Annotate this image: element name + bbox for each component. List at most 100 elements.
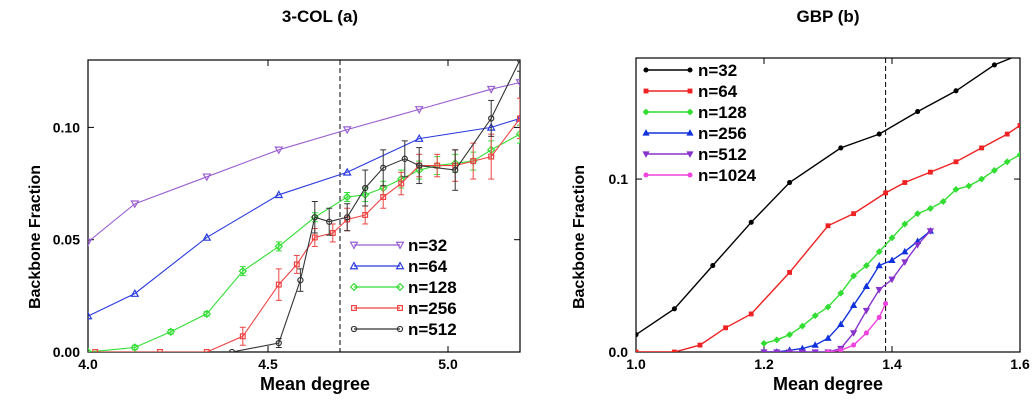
series-line-n=128 — [763, 154, 1020, 345]
data-point — [517, 115, 520, 122]
data-point — [311, 234, 318, 241]
legend: n=32 n=64 n=128 n=256 n=512 n=1024 — [642, 61, 757, 185]
legend-marker — [642, 151, 650, 158]
data-point — [401, 155, 408, 162]
data-point — [926, 228, 935, 235]
data-point — [965, 182, 973, 190]
legend-marker — [395, 261, 405, 270]
data-point — [1003, 158, 1011, 166]
data-point — [862, 282, 871, 289]
data-point — [697, 342, 703, 348]
data-point — [486, 85, 496, 94]
data-point — [824, 334, 832, 341]
legend-marker — [349, 261, 359, 270]
data-point — [311, 214, 318, 221]
data-point — [470, 158, 477, 165]
y-axis-label: Backbone Fraction — [27, 165, 44, 309]
data-point — [452, 166, 459, 174]
data-point — [979, 145, 985, 151]
x-axis-label: Mean degree — [773, 374, 883, 394]
legend-marker — [642, 129, 650, 136]
data-point — [913, 242, 922, 249]
data-point — [488, 115, 495, 122]
data-point — [88, 347, 93, 352]
data-point — [202, 232, 212, 241]
data-point — [515, 129, 520, 139]
legend-marker — [686, 108, 694, 116]
data-point — [1004, 131, 1010, 137]
legend-label: n=128 — [408, 278, 457, 297]
data-point — [863, 330, 869, 336]
data-point — [978, 175, 986, 183]
data-point — [824, 303, 832, 311]
data-point — [875, 287, 883, 294]
data-point — [837, 320, 845, 328]
legend-label: n=512 — [408, 320, 457, 339]
data-point — [92, 349, 99, 352]
data-point — [851, 211, 857, 217]
data-point — [901, 220, 909, 228]
data-point — [293, 261, 300, 268]
data-point — [838, 347, 844, 352]
data-point — [849, 301, 858, 308]
y-tick-label: 0.05 — [53, 232, 80, 248]
data-point — [875, 248, 883, 256]
data-point — [883, 301, 889, 307]
data-point — [915, 109, 921, 115]
data-point — [342, 192, 352, 202]
legend-marker — [643, 88, 649, 94]
plot-area: 4.0 4.5 5.00.000.050.10n=32n=64n=128n=256n… — [53, 59, 521, 372]
data-point — [671, 306, 677, 312]
data-point — [888, 234, 896, 242]
series-line-n=64 — [636, 124, 1020, 352]
data-point — [760, 339, 768, 347]
legend: n=32 n=64 n=128 n=256 n=512 — [349, 236, 457, 339]
data-point — [380, 164, 387, 171]
data-point — [876, 131, 882, 137]
legend-marker — [643, 172, 649, 178]
x-tick-label: 1.4 — [882, 356, 902, 372]
data-point — [888, 276, 896, 284]
data-point — [297, 276, 304, 284]
data-point — [811, 349, 819, 352]
data-point — [862, 262, 870, 269]
chart-title: GBP (b) — [797, 7, 860, 26]
legend-marker — [350, 325, 358, 333]
data-point — [130, 288, 140, 297]
data-point — [202, 309, 212, 319]
x-tick-label: 4.0 — [78, 356, 98, 372]
legend-label: n=128 — [698, 103, 747, 122]
data-point — [362, 184, 369, 192]
data-point — [901, 259, 909, 266]
series-line-n=512 — [764, 230, 931, 352]
legend-marker — [687, 67, 693, 73]
y-tick-label: 0.10 — [53, 119, 80, 135]
data-point — [883, 190, 889, 196]
data-point — [228, 348, 236, 352]
data-point — [166, 327, 176, 337]
data-point — [636, 332, 639, 338]
data-point — [990, 166, 998, 174]
data-point — [671, 349, 677, 352]
data-point — [953, 159, 959, 165]
legend-marker — [395, 241, 405, 250]
data-point — [787, 270, 793, 275]
data-point — [203, 349, 210, 352]
data-point — [786, 331, 794, 339]
data-point — [927, 169, 933, 175]
data-point — [837, 289, 845, 297]
data-point — [914, 210, 922, 218]
data-point — [862, 307, 871, 315]
data-point — [773, 336, 781, 344]
legend-marker — [686, 151, 694, 158]
x-tick-label: 1.0 — [626, 356, 646, 372]
data-point — [723, 325, 729, 331]
panel-a: 3-COL (a) Backbone Fraction Mean degree — [27, 7, 370, 394]
data-point — [515, 79, 520, 88]
data-point — [888, 256, 896, 264]
legend-marker — [349, 282, 359, 292]
plot-area: 1.0 1.2 1.4 1.6 0.0 0.1 n=32 n=64 n=128 n=256 n=51… — [609, 57, 1030, 372]
legend-marker — [395, 282, 405, 292]
legend-marker — [397, 305, 403, 311]
data-point — [748, 219, 754, 225]
